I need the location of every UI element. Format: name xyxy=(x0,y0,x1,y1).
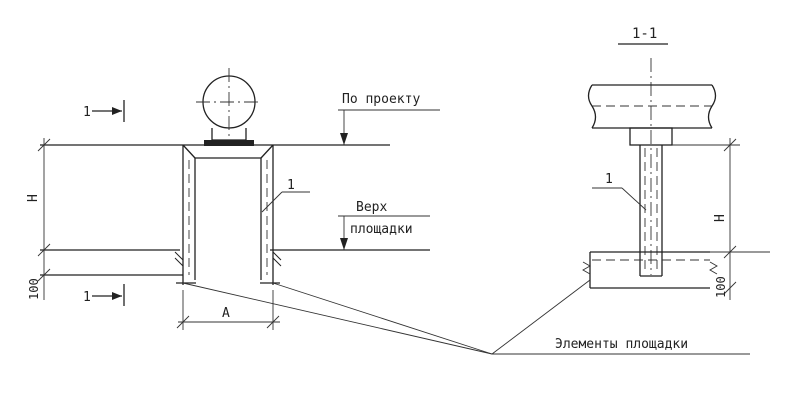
section-mark-label: 1 xyxy=(83,290,91,305)
saddle-plate xyxy=(204,140,254,146)
dim-h-label: Н xyxy=(26,194,41,202)
dim-100-label: 100 xyxy=(714,276,728,298)
platform-top-label-2: площадки xyxy=(350,222,413,237)
pipe-break-left xyxy=(587,84,597,129)
post-chamfer-left xyxy=(182,144,196,159)
platform-top-label-1: Верх xyxy=(356,200,387,215)
weld-mark xyxy=(272,251,282,261)
dimension-100-left: 100 xyxy=(27,258,51,300)
by-project-label: По проекту xyxy=(342,92,420,107)
leader-1-right: 1 xyxy=(592,172,647,211)
break-mark-right xyxy=(709,261,718,275)
section-marker-bottom: 1 xyxy=(83,284,125,306)
dim-tick xyxy=(176,315,190,329)
weld-mark xyxy=(272,257,282,267)
section-marker-top: 1 xyxy=(83,100,125,122)
section-saddle xyxy=(629,127,673,146)
leader-line xyxy=(272,282,493,355)
leader-line xyxy=(261,191,283,213)
weld-mark xyxy=(174,257,184,267)
weld-mark xyxy=(174,251,184,261)
level-arrow xyxy=(340,238,348,250)
level-arrow xyxy=(340,133,348,145)
leader-1-left: 1 xyxy=(261,178,310,213)
post-chamfer-right xyxy=(260,144,274,159)
leader-line xyxy=(621,187,647,211)
pipe-break-right xyxy=(707,84,717,129)
right-view: 1-1 1 xyxy=(582,26,770,300)
break-mark-left xyxy=(582,261,591,275)
dimension-h-right: Н 100 xyxy=(672,138,740,300)
leader-label: 1 xyxy=(287,178,295,193)
leader-line xyxy=(491,279,591,355)
dim-a-label: А xyxy=(222,306,230,321)
leader-label: 1 xyxy=(605,172,613,187)
platform-top-callout: Верх площадки xyxy=(338,200,430,250)
dim-tick xyxy=(723,245,737,259)
leader-line xyxy=(182,282,493,355)
dim-tick xyxy=(37,268,51,282)
dim-tick xyxy=(266,315,280,329)
by-project-callout: По проекту xyxy=(338,92,440,145)
platform-elements-callout: Элементы площадки xyxy=(182,279,750,355)
section-title: 1-1 xyxy=(632,26,657,42)
dim-100-label: 100 xyxy=(27,278,41,300)
section-arrow-head xyxy=(112,107,122,115)
dim-tick xyxy=(723,138,737,152)
dim-tick xyxy=(37,243,51,257)
section-mark-label: 1 xyxy=(83,105,91,120)
left-view: 1 1 Н 100 xyxy=(26,68,440,330)
section-arrow-head xyxy=(112,292,122,300)
dim-h-label: Н xyxy=(713,214,728,222)
dim-tick xyxy=(37,138,51,152)
dimension-h-left: Н xyxy=(26,138,51,258)
platform-elements-label: Элементы площадки xyxy=(555,337,688,352)
dim-tick xyxy=(723,281,737,295)
dimension-a: А xyxy=(176,290,280,330)
